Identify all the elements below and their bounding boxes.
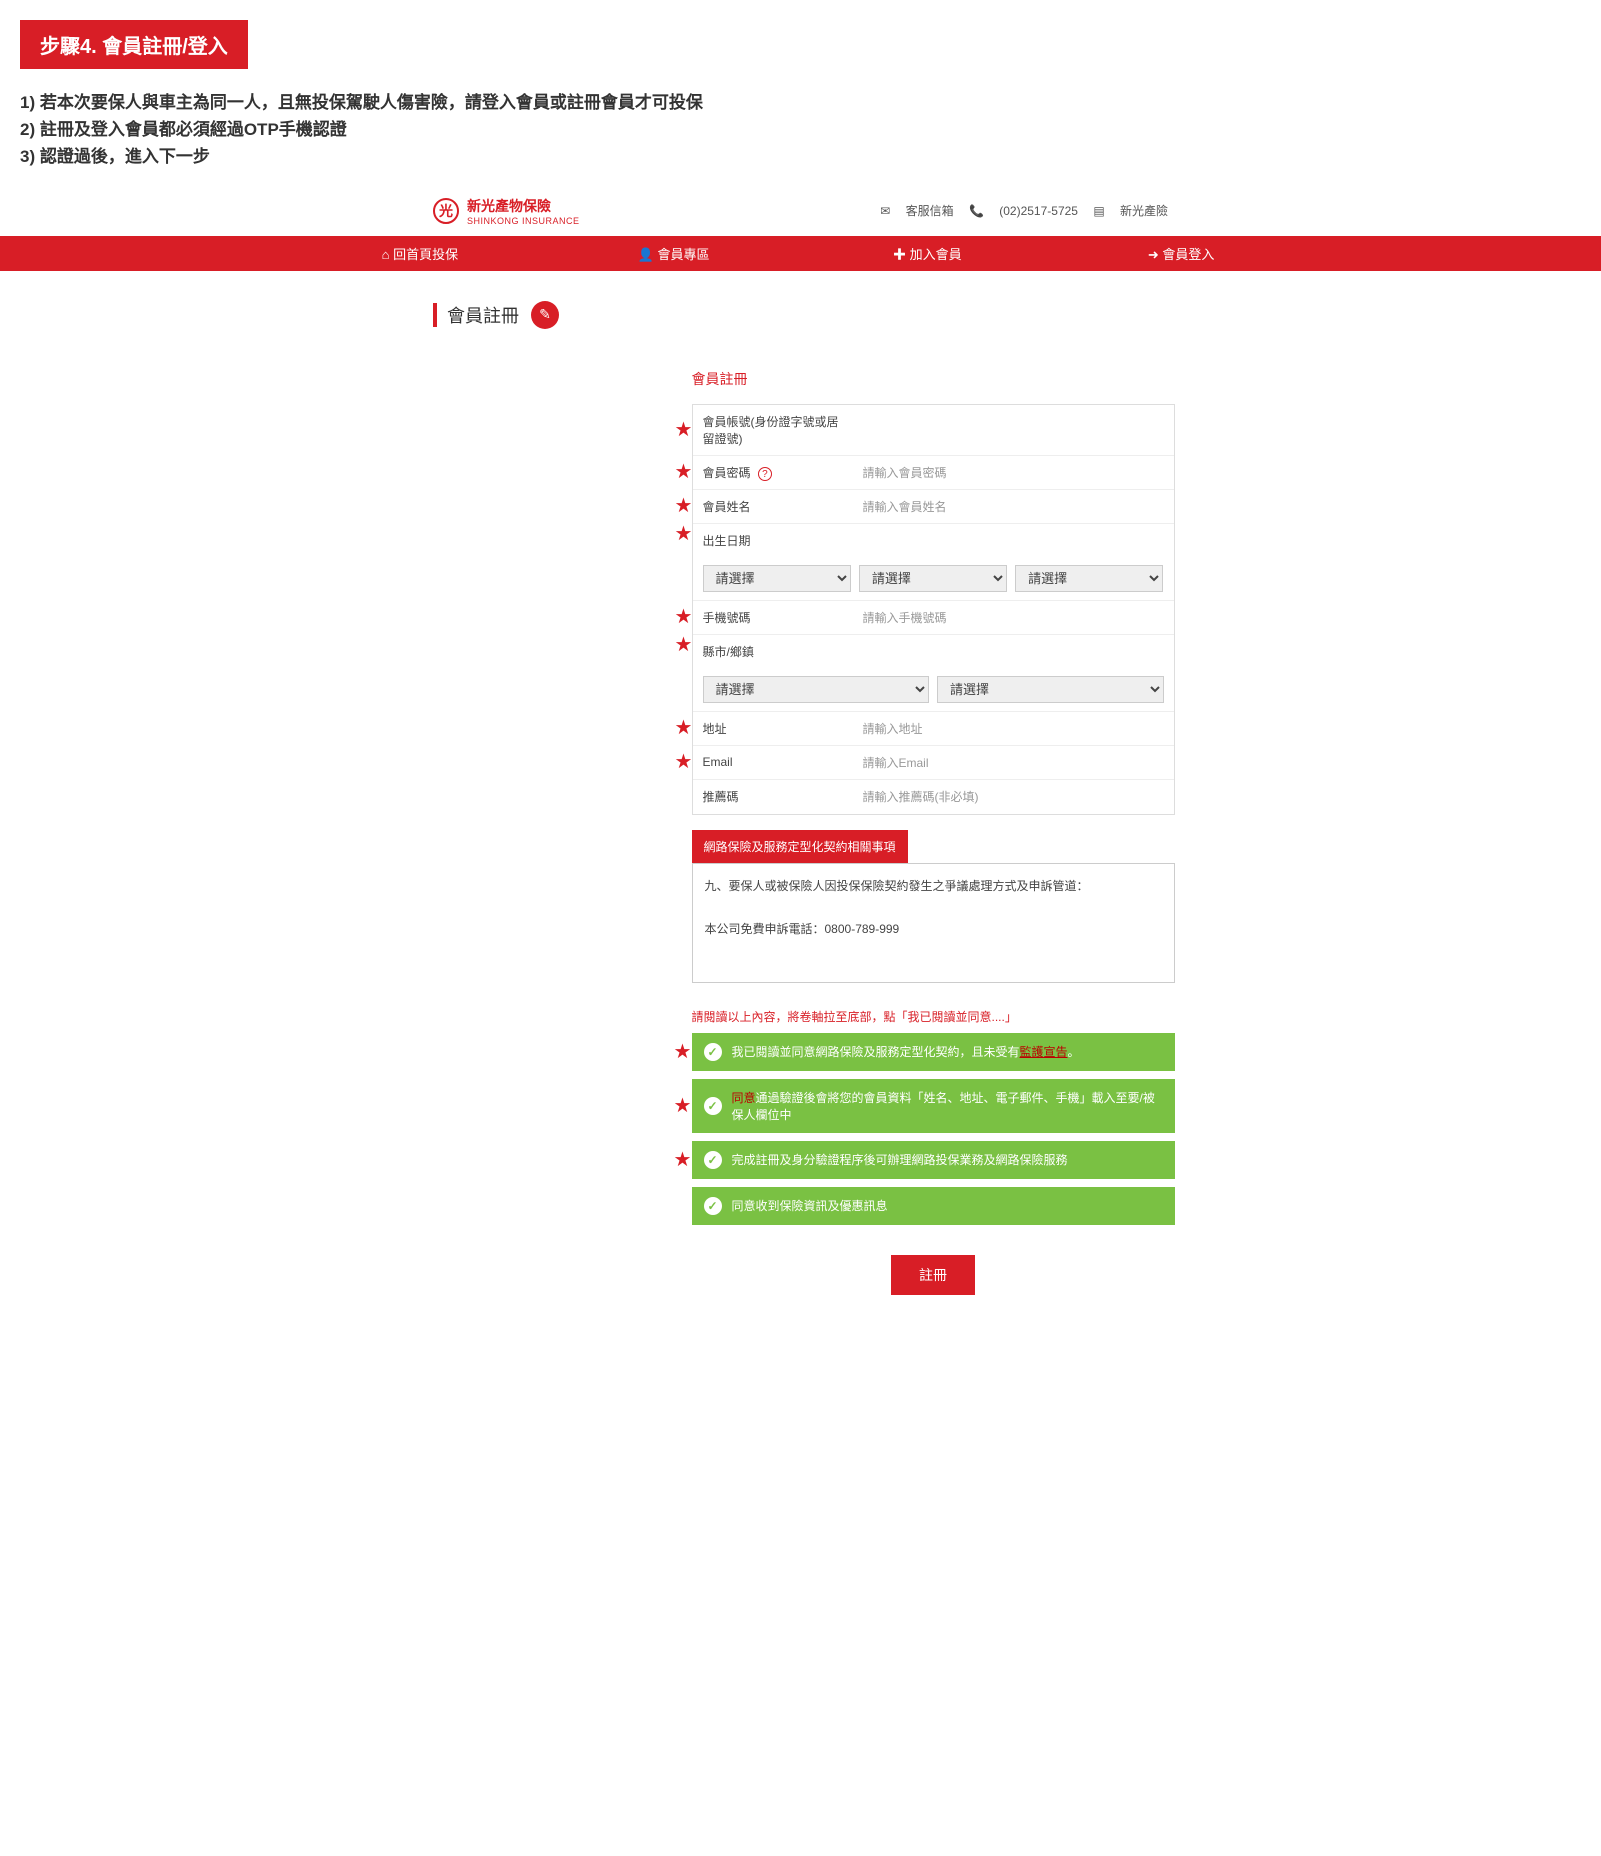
required-icon: ★: [675, 752, 693, 772]
agree-row-3[interactable]: ★ ✓ 完成註冊及身分驗證程序後可辦理網路投保業務及網路保險服務: [692, 1141, 1175, 1179]
form-icon: ✎: [531, 301, 559, 329]
birth-day-select[interactable]: 請選擇: [1015, 565, 1163, 592]
row-account: ★ 會員帳號(身份證字號或居留證號): [693, 405, 1174, 456]
agree-text: 同意通過驗證後會將您的會員資料「姓名、地址、電子郵件、手機」載入至要/被保人欄位…: [732, 1089, 1163, 1123]
nav-join[interactable]: ✚ 加入會員: [801, 236, 1055, 271]
birth-label: 出生日期: [693, 524, 1174, 557]
nav-bar: ⌂ 回首頁投保 👤 會員專區 ✚ 加入會員 ➜ 會員登入: [0, 236, 1601, 271]
city-select[interactable]: 請選擇: [703, 676, 930, 703]
phone-link[interactable]: 📞 (02)2517-5725: [969, 204, 1078, 218]
name-label: 會員姓名: [693, 490, 853, 523]
mobile-label: 手機號碼: [693, 601, 853, 634]
header-bar: 光 新光產物保險 SHINKONG INSURANCE ✉ 客服信箱 📞 (02…: [293, 191, 1308, 236]
scroll-note: 請閱讀以上內容，將卷軸拉至底部，點「我已閱讀並同意....」: [692, 1008, 1175, 1025]
required-icon: ★: [674, 1150, 692, 1170]
logo-text: 新光產物保險: [467, 196, 580, 216]
email-input[interactable]: 請輸入Email: [853, 746, 1174, 779]
check-icon: ✓: [704, 1043, 722, 1061]
name-input[interactable]: 請輸入會員姓名: [853, 490, 1174, 523]
row-password: ★ 會員密碼 ? 請輸入會員密碼: [693, 456, 1174, 490]
company-link[interactable]: ▤ 新光產險: [1093, 204, 1168, 218]
required-icon: ★: [675, 524, 693, 544]
nav-home[interactable]: ⌂ 回首頁投保: [293, 236, 547, 271]
mail-link[interactable]: ✉ 客服信箱: [880, 204, 953, 218]
title-bar-icon: [433, 303, 437, 327]
required-icon: ★: [674, 1096, 692, 1116]
required-icon: ★: [675, 635, 693, 655]
email-label: Email: [693, 747, 853, 777]
password-label: 會員密碼 ?: [693, 456, 853, 489]
row-location: ★ 縣市/鄉鎮 請選擇 請選擇: [693, 635, 1174, 712]
account-input[interactable]: [853, 422, 1174, 438]
agree-text: 完成註冊及身分驗證程序後可辦理網路投保業務及網路保險服務: [732, 1151, 1068, 1168]
nav-area[interactable]: 👤 會員專區: [547, 236, 801, 271]
mobile-input[interactable]: 請輸入手機號碼: [853, 601, 1174, 634]
instruction-line: 2) 註冊及登入會員都必須經過OTP手機認證: [20, 116, 1581, 143]
logo[interactable]: 光 新光產物保險 SHINKONG INSURANCE: [293, 196, 580, 226]
instruction-line: 3) 認證過後，進入下一步: [20, 143, 1581, 170]
agree-row-1[interactable]: ★ ✓ 我已閱讀並同意網路保險及服務定型化契約，且未受有監護宣告。: [692, 1033, 1175, 1071]
agree-row-4[interactable]: ✓ 同意收到保險資訊及優惠訊息: [692, 1187, 1175, 1225]
birth-year-select[interactable]: 請選擇: [703, 565, 851, 592]
password-input[interactable]: 請輸入會員密碼: [853, 456, 1174, 489]
check-icon: ✓: [704, 1151, 722, 1169]
row-name: ★ 會員姓名 請輸入會員姓名: [693, 490, 1174, 524]
form-box: ★ 會員帳號(身份證字號或居留證號) ★ 會員密碼 ? 請輸入會員密碼 ★ 會員…: [692, 404, 1175, 815]
referral-label: 推薦碼: [693, 780, 853, 813]
header-links: ✉ 客服信箱 📞 (02)2517-5725 ▤ 新光產險: [868, 202, 1308, 219]
page-title-wrap: 會員註冊 ✎: [433, 301, 1308, 329]
referral-input[interactable]: 請輸入推薦碼(非必填): [853, 780, 1174, 813]
form-title: 會員註冊: [692, 369, 1175, 389]
required-icon: ★: [675, 718, 693, 738]
agree-text: 我已閱讀並同意網路保險及服務定型化契約，且未受有監護宣告。: [732, 1043, 1080, 1060]
required-icon: ★: [675, 496, 693, 516]
submit-button[interactable]: 註冊: [891, 1255, 975, 1295]
terms-box[interactable]: 九、要保人或被保險人因投保保險契約發生之爭議處理方式及申訴管道： 本公司免費申訴…: [692, 863, 1175, 983]
row-mobile: ★ 手機號碼 請輸入手機號碼: [693, 601, 1174, 635]
location-label: 縣市/鄉鎮: [693, 635, 1174, 668]
check-icon: ✓: [704, 1197, 722, 1215]
account-label: 會員帳號(身份證字號或居留證號): [693, 405, 853, 455]
logo-subtext: SHINKONG INSURANCE: [467, 216, 580, 226]
agree-row-2[interactable]: ★ ✓ 同意通過驗證後會將您的會員資料「姓名、地址、電子郵件、手機」載入至要/被…: [692, 1079, 1175, 1133]
address-label: 地址: [693, 712, 853, 745]
row-email: ★ Email 請輸入Email: [693, 746, 1174, 780]
instruction-line: 1) 若本次要保人與車主為同一人，且無投保駕駛人傷害險，請登入會員或註冊會員才可…: [20, 89, 1581, 116]
instructions: 1) 若本次要保人與車主為同一人，且無投保駕駛人傷害險，請登入會員或註冊會員才可…: [20, 89, 1581, 171]
nav-login[interactable]: ➜ 會員登入: [1054, 236, 1308, 271]
birth-month-select[interactable]: 請選擇: [859, 565, 1007, 592]
district-select[interactable]: 請選擇: [937, 676, 1164, 703]
step-banner: 步驟4. 會員註冊/登入: [20, 20, 248, 69]
required-icon: ★: [674, 1042, 692, 1062]
help-icon[interactable]: ?: [758, 467, 772, 481]
address-input[interactable]: 請輸入地址: [853, 712, 1174, 745]
check-icon: ✓: [704, 1097, 722, 1115]
guardianship-link[interactable]: 監護宣告: [1020, 1045, 1068, 1059]
required-icon: ★: [675, 607, 693, 627]
agree-text: 同意收到保險資訊及優惠訊息: [732, 1197, 888, 1214]
logo-icon: 光: [433, 198, 459, 224]
row-birth: ★ 出生日期 請選擇 請選擇 請選擇: [693, 524, 1174, 601]
terms-line: 九、要保人或被保險人因投保保險契約發生之爭議處理方式及申訴管道：: [705, 876, 1162, 898]
row-address: ★ 地址 請輸入地址: [693, 712, 1174, 746]
page-title: 會員註冊: [447, 302, 519, 328]
terms-button[interactable]: 網路保險及服務定型化契約相關事項: [692, 830, 908, 863]
required-icon: ★: [675, 462, 693, 482]
required-icon: ★: [675, 420, 693, 440]
terms-line: 本公司免費申訴電話：0800-789-999: [705, 919, 1162, 941]
row-referral: 推薦碼 請輸入推薦碼(非必填): [693, 780, 1174, 814]
